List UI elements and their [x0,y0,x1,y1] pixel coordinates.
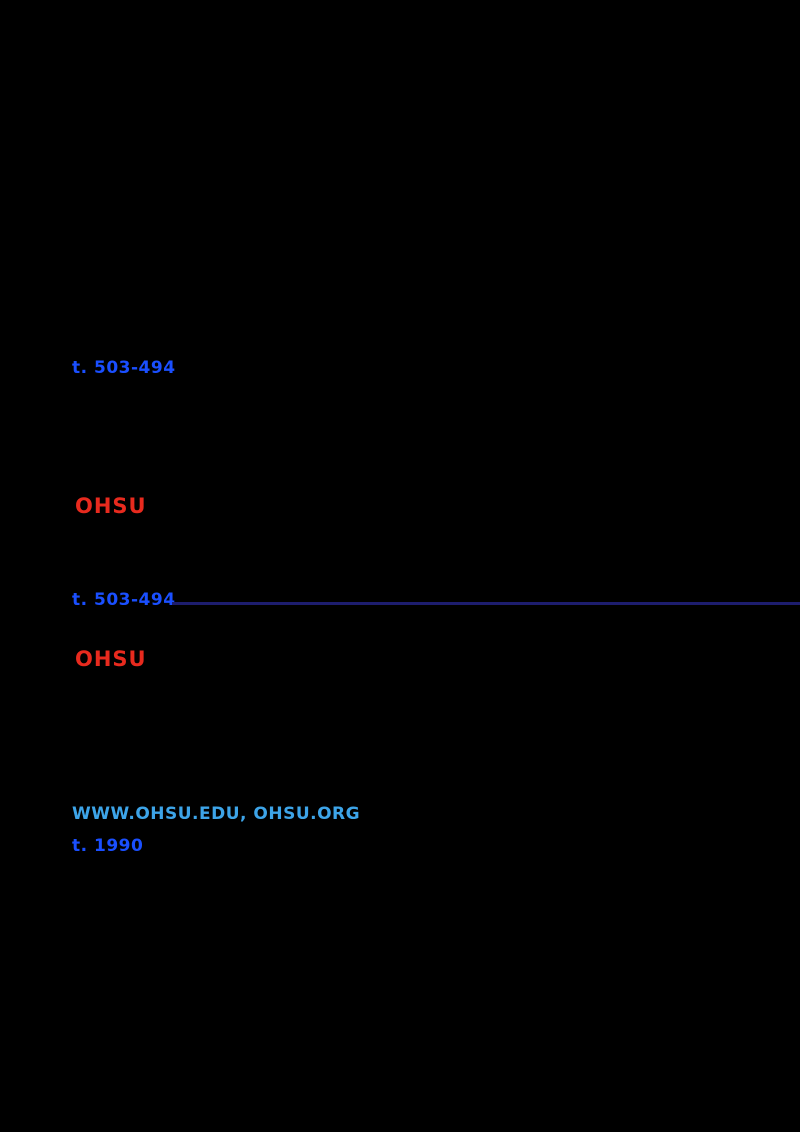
website-link[interactable]: WWW.OHSU.EDU, OHSU.ORG [72,804,361,824]
brand-wordmark-2: OHSU [75,647,147,671]
phone-link-2[interactable]: t. 503-494 [72,590,176,610]
phone-link-1[interactable]: t. 503-494 [72,358,176,378]
phone-link-3[interactable]: t. 1990 [72,836,144,856]
horizontal-divider [172,602,800,605]
brand-wordmark-1: OHSU [75,494,147,518]
